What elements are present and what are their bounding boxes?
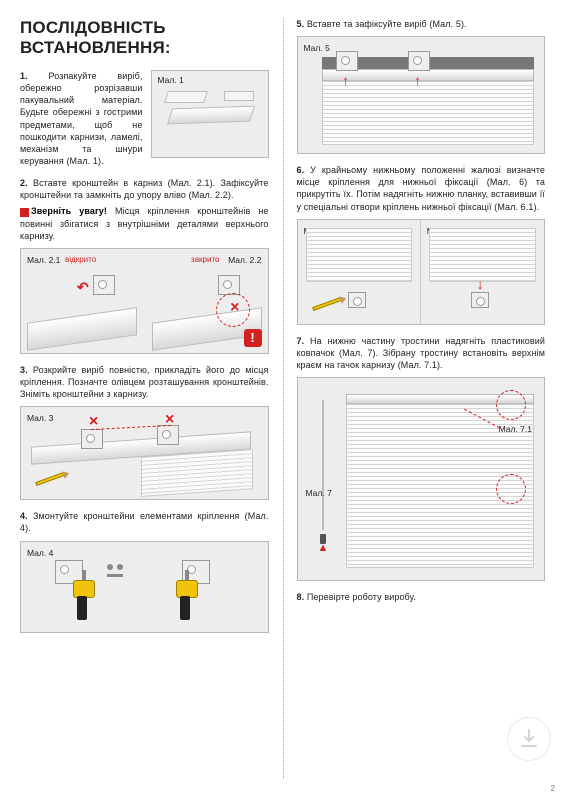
step-5: 5. Вставте та зафіксуйте виріб (Мал. 5).… (297, 18, 546, 154)
step-6-text: 6. У крайньому нижньому положенні жалюзі… (297, 164, 546, 213)
page-title: ПОСЛІДОВНІСТЬ ВСТАНОВЛЕННЯ: (20, 18, 269, 58)
page-number: 2 (551, 784, 555, 793)
step-1: 1. Розпакуйте виріб, обережно розрізавши… (20, 70, 269, 167)
detail-circle-2 (496, 474, 526, 504)
step-2-text: 2. Вставте кронштейн в карниз (Мал. 2.1)… (20, 177, 269, 201)
x-mark-2: × (165, 411, 174, 429)
step-2-warning: Зверніть увагу! Місця кріплення кронштей… (20, 205, 269, 241)
figure-2-1-label: Мал. 2.1 (27, 255, 60, 265)
step-3: 3. Розкрийте виріб повністю, прикладіть … (20, 364, 269, 500)
step-3-text: 3. Розкрийте виріб повністю, прикладіть … (20, 364, 269, 400)
figure-7-label: Мал. 7 (306, 488, 332, 498)
arrow-up-1: ↓ (342, 75, 349, 91)
drill-icon-2 (168, 580, 206, 630)
step-7-text: 7. На нижню частину тростини надягніть п… (297, 335, 546, 371)
figure-2-2-label: Мал. 2.2 (228, 255, 261, 265)
arrow-icon: ↶ (77, 279, 89, 296)
warning-icon (20, 208, 29, 217)
alert-icon: ! (244, 329, 262, 347)
figure-5: Мал. 5 ↓ ↓ (297, 36, 546, 154)
arrow-up-2: ↓ (414, 75, 421, 91)
download-watermark-icon (507, 717, 551, 761)
figure-3-label: Мал. 3 (27, 413, 53, 423)
open-label: відкрито (65, 255, 96, 264)
column-divider (283, 18, 284, 779)
figure-2: Мал. 2.1 відкрито закрито Мал. 2.2 ↶ × ! (20, 248, 269, 354)
drill-icon-1 (65, 580, 103, 630)
x-mark-icon: × (230, 299, 239, 317)
figure-1: Мал. 1 (151, 70, 269, 158)
figure-6: Мал. 6 Мал. 6.1 ↓ (297, 219, 546, 325)
pencil-icon (35, 472, 65, 486)
step-1-text: 1. Розпакуйте виріб, обережно розрізавши… (20, 70, 143, 167)
figure-4-label: Мал. 4 (27, 548, 53, 558)
closed-label: закрито (191, 255, 220, 264)
step-5-text: 5. Вставте та зафіксуйте виріб (Мал. 5). (297, 18, 546, 30)
figure-1-label: Мал. 1 (158, 75, 184, 85)
left-column: ПОСЛІДОВНІСТЬ ВСТАНОВЛЕННЯ: 1. Розпакуйт… (0, 0, 283, 799)
figure-5-label: Мал. 5 (304, 43, 330, 53)
right-column: 5. Вставте та зафіксуйте виріб (Мал. 5).… (283, 0, 565, 799)
rod (322, 400, 324, 530)
step-4: 4. Змонтуйте кронштейни елементами кріпл… (20, 510, 269, 632)
step-7: 7. На нижню частину тростини надягніть п… (297, 335, 546, 581)
arrow-down: ↓ (477, 276, 484, 292)
step-8: 8. Перевірте роботу виробу. (297, 591, 546, 603)
step-8-text: 8. Перевірте роботу виробу. (297, 591, 546, 603)
figure-7: ▲ Мал. 7 Мал. 7.1 (297, 377, 546, 581)
figure-4: Мал. 4 (20, 541, 269, 633)
figure-3: Мал. 3 × × (20, 406, 269, 500)
step-4-text: 4. Змонтуйте кронштейни елементами кріпл… (20, 510, 269, 534)
step-2: 2. Вставте кронштейн в карниз (Мал. 2.1)… (20, 177, 269, 354)
step-6: 6. У крайньому нижньому положенні жалюзі… (297, 164, 546, 325)
figure-7-1-label: Мал. 7.1 (499, 424, 532, 434)
arrow-cap: ▲ (318, 542, 329, 554)
detail-circle-1 (496, 390, 526, 420)
pencil-icon-2 (312, 297, 342, 311)
